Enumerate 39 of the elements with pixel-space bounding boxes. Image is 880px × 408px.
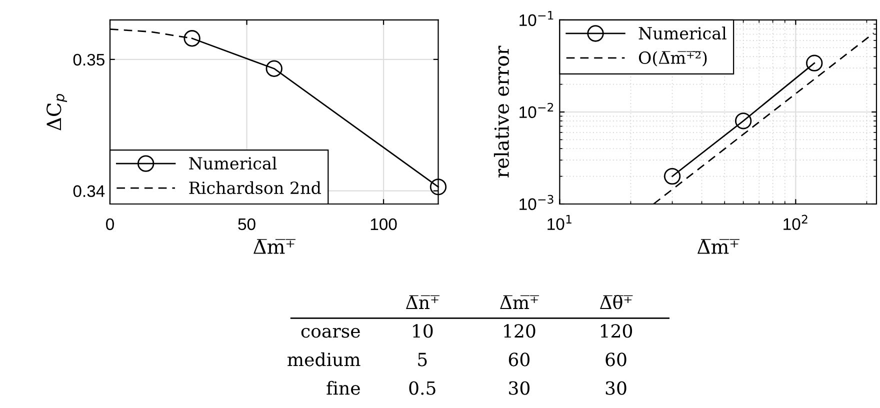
y-tick-label: 0.34 (73, 185, 105, 198)
text: 60 (508, 352, 530, 366)
text: 120 (600, 324, 632, 338)
category-label: fine (326, 380, 360, 395)
category-label: Δ̅m̅⁺̅ (500, 295, 540, 309)
point (430, 178, 447, 196)
x-tick-label: 50 (238, 218, 256, 230)
x-axis-title: Δ̅m̅⁺̅ (253, 239, 296, 254)
y-tick-label: 10$^{−3}$ (520, 194, 554, 210)
y-tick-label: 0.35 (73, 54, 104, 66)
point (266, 60, 282, 77)
legend-label: Numerical (189, 156, 277, 170)
text: 0.5 (409, 381, 436, 395)
category-label: medium (288, 352, 360, 366)
legend-label: Numerical (638, 26, 726, 40)
point (806, 54, 823, 72)
x-tick-label: 10$^{1}$ (548, 214, 572, 230)
text: 120 (504, 324, 536, 338)
point (734, 112, 752, 130)
category-label: coarse (301, 328, 360, 338)
x-tick-label: 100 (370, 218, 397, 230)
x-tick-label: 0 (106, 218, 114, 230)
y-tick-label: 10$^{−1}$ (520, 11, 554, 26)
category-label: Δ̅θ̅⁺̅ (600, 295, 633, 310)
text: 30 (606, 381, 626, 395)
text: 60 (606, 352, 626, 366)
point (664, 168, 681, 185)
x-axis-title: Δ̅m̅⁺̅ (697, 239, 740, 254)
y-axis-title: relative error (494, 46, 509, 178)
text: 30 (509, 381, 530, 395)
y-axis-title: ΔC$_{p}$ (46, 94, 67, 130)
legend-label: O(Δ̅m̅⁺̅²̅) (638, 51, 707, 66)
text: 10 (413, 324, 433, 338)
category-label: Δ̅n̅⁺̅ (406, 295, 440, 309)
x-tick-label: 10$^{2}$ (784, 214, 808, 230)
point (184, 30, 200, 47)
legend-label: Richardson 2nd (189, 181, 321, 194)
text: 5 (418, 352, 427, 366)
y-tick-label: 10$^{−2}$ (520, 102, 554, 118)
